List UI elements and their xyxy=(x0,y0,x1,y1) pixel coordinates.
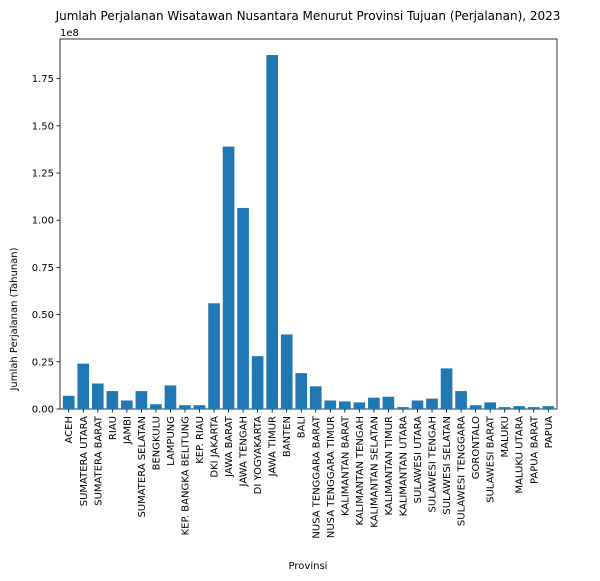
bar xyxy=(179,405,191,409)
y-offset-text: 1e8 xyxy=(60,28,79,39)
x-tick-label: NUSA TENGGARA TIMUR xyxy=(326,416,337,538)
x-tick-label: SULAWESI TENGGARA xyxy=(457,416,468,526)
chart-title: Jumlah Perjalanan Wisatawan Nusantara Me… xyxy=(55,9,561,23)
x-tick-label: DKI JAKARTA xyxy=(210,416,221,478)
y-tick-label: 1.75 xyxy=(32,74,54,85)
bar xyxy=(382,396,395,409)
bar xyxy=(513,406,526,409)
x-tick-label: BANTEN xyxy=(282,416,293,457)
x-tick-label: DI YOGYAKARTA xyxy=(253,416,264,494)
bar xyxy=(426,398,438,409)
y-tick-label: 0.50 xyxy=(32,310,54,321)
bar xyxy=(62,395,75,409)
x-tick-label: KALIMANTAN UTARA xyxy=(398,416,409,517)
bar xyxy=(193,405,206,409)
bar xyxy=(455,391,467,409)
x-tick-label: KALIMANTAN TIMUR xyxy=(384,416,395,516)
bar xyxy=(469,405,482,409)
bar xyxy=(150,404,162,409)
plot-area xyxy=(59,38,558,410)
bar xyxy=(309,386,322,409)
bar xyxy=(251,356,264,409)
y-tick-label: 0.25 xyxy=(32,357,54,368)
x-tick-label: JAWA TIMUR xyxy=(268,416,279,477)
x-axis-title: Provinsi xyxy=(289,561,328,572)
axes-frame xyxy=(59,38,558,410)
x-tick-label: KALIMANTAN TENGAH xyxy=(355,416,366,526)
bar xyxy=(164,385,177,409)
x-tick-label: SUMATERA SELATAN xyxy=(137,416,148,518)
x-tick-label: GORONTALO xyxy=(471,416,482,479)
x-tick-label: PAPUA xyxy=(544,416,555,449)
x-tick-label: JAWA BARAT xyxy=(224,415,235,478)
bar xyxy=(91,383,104,409)
x-tick-label: MALUKU UTARA xyxy=(515,416,526,494)
x-tick-label: BENGKULU xyxy=(151,416,162,470)
bar xyxy=(295,373,308,409)
y-tick-label: 0.00 xyxy=(32,405,54,416)
bar xyxy=(353,402,366,409)
bar xyxy=(222,146,235,409)
bar xyxy=(280,334,293,409)
x-axis: ACEH SUMATERA UTARA SUMATERA BARAT RIAU JAMB… xyxy=(64,409,555,539)
bar xyxy=(121,400,133,409)
bar xyxy=(368,397,380,409)
x-tick-label: RIAU xyxy=(108,416,119,440)
bar xyxy=(208,303,220,409)
x-tick-label: KALIMANTAN SELATAN xyxy=(369,416,380,528)
x-tick-label: KEP. BANGKA BELITUNG xyxy=(180,416,191,535)
y-tick-label: 0.75 xyxy=(32,263,54,274)
bar xyxy=(527,407,540,409)
bar xyxy=(440,368,453,409)
x-tick-label: ACEH xyxy=(64,416,75,444)
x-tick-label: SUMATERA UTARA xyxy=(79,416,90,506)
x-tick-label: SULAWESI TENGAH xyxy=(428,416,439,512)
x-tick-label: BALI xyxy=(297,416,308,438)
x-tick-label: NUSA TENGGARA BARAT xyxy=(311,415,322,538)
bar xyxy=(237,207,249,409)
y-tick-label: 1.25 xyxy=(32,169,54,180)
bars-group xyxy=(62,55,555,410)
bar xyxy=(498,407,511,409)
y-tick-label: 1.50 xyxy=(32,121,54,132)
bar xyxy=(106,391,119,409)
x-tick-label: KALIMANTAN BARAT xyxy=(340,415,351,516)
bar xyxy=(135,391,148,409)
x-tick-label: SUMATERA BARAT xyxy=(93,415,104,506)
x-tick-label: JAMBI xyxy=(122,416,133,445)
x-tick-label: SULAWESI SELATAN xyxy=(442,416,453,515)
y-tick-label: 1.00 xyxy=(32,216,54,227)
bar xyxy=(411,400,424,409)
x-tick-label: MALUKU xyxy=(500,416,511,457)
bar xyxy=(542,406,555,409)
x-tick-label: LAMPUNG xyxy=(166,416,177,466)
x-tick-label: SULAWESI UTARA xyxy=(413,416,424,503)
bar xyxy=(266,55,278,410)
x-tick-label: JAWA TENGAH xyxy=(239,416,250,487)
bar xyxy=(324,400,337,409)
bar xyxy=(484,402,496,409)
y-axis: 0.00 0.25 0.50 0.75 1.00 1.25 1.50 1.75 xyxy=(32,74,60,416)
y-axis-title: Jumlah Perjalanan (Tahunan) xyxy=(9,247,20,391)
bar xyxy=(339,401,351,409)
bar xyxy=(77,363,90,409)
x-tick-label: KEP. RIAU xyxy=(195,416,206,464)
x-tick-label: PAPUA BARAT xyxy=(529,415,540,484)
x-tick-label: SULAWESI BARAT xyxy=(486,415,497,503)
bar xyxy=(397,407,409,409)
